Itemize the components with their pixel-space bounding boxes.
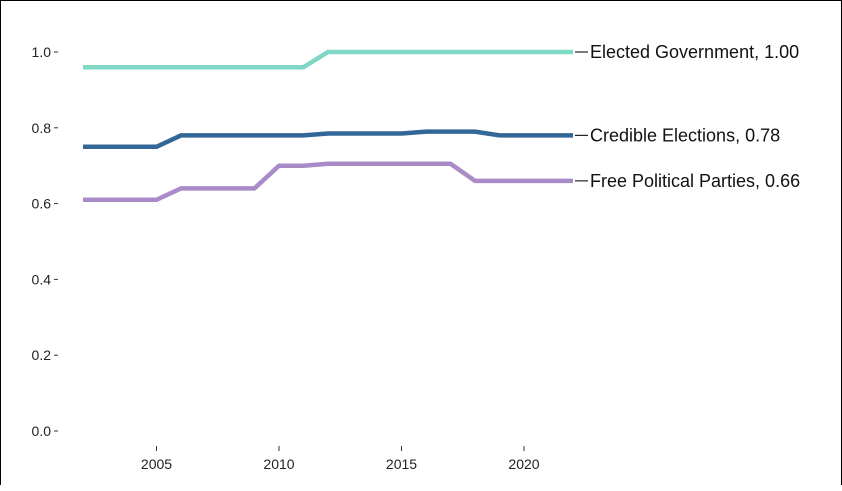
series-line-elected-government bbox=[83, 49, 573, 70]
series-lines bbox=[83, 49, 588, 203]
series-line-free-political-parties bbox=[83, 161, 573, 203]
x-tick-label: 2020 bbox=[508, 456, 539, 472]
series-line-credible-elections bbox=[83, 129, 573, 150]
y-tick-label: 1.0 bbox=[32, 44, 52, 60]
series-label-elected-government: Elected Government, 1.00 bbox=[590, 42, 799, 62]
x-axis: 2005 2010 2015 2020 bbox=[141, 446, 540, 472]
series-label-free-political-parties: Free Political Parties, 0.66 bbox=[590, 171, 800, 191]
x-tick-label: 2005 bbox=[141, 456, 172, 472]
y-axis: 0.0 0.2 0.4 0.6 0.8 1.0 bbox=[32, 44, 58, 439]
y-tick-label: 0.8 bbox=[32, 120, 52, 136]
x-tick-label: 2015 bbox=[386, 456, 417, 472]
y-tick-label: 0.6 bbox=[32, 196, 52, 212]
y-tick-label: 0.4 bbox=[32, 271, 52, 287]
series-label-credible-elections: Credible Elections, 0.78 bbox=[590, 125, 780, 145]
y-tick-label: 0.0 bbox=[32, 423, 52, 439]
series-labels: Elected Government, 1.00 Credible Electio… bbox=[590, 42, 800, 191]
x-tick-label: 2010 bbox=[263, 456, 294, 472]
y-tick-label: 0.2 bbox=[32, 347, 52, 363]
